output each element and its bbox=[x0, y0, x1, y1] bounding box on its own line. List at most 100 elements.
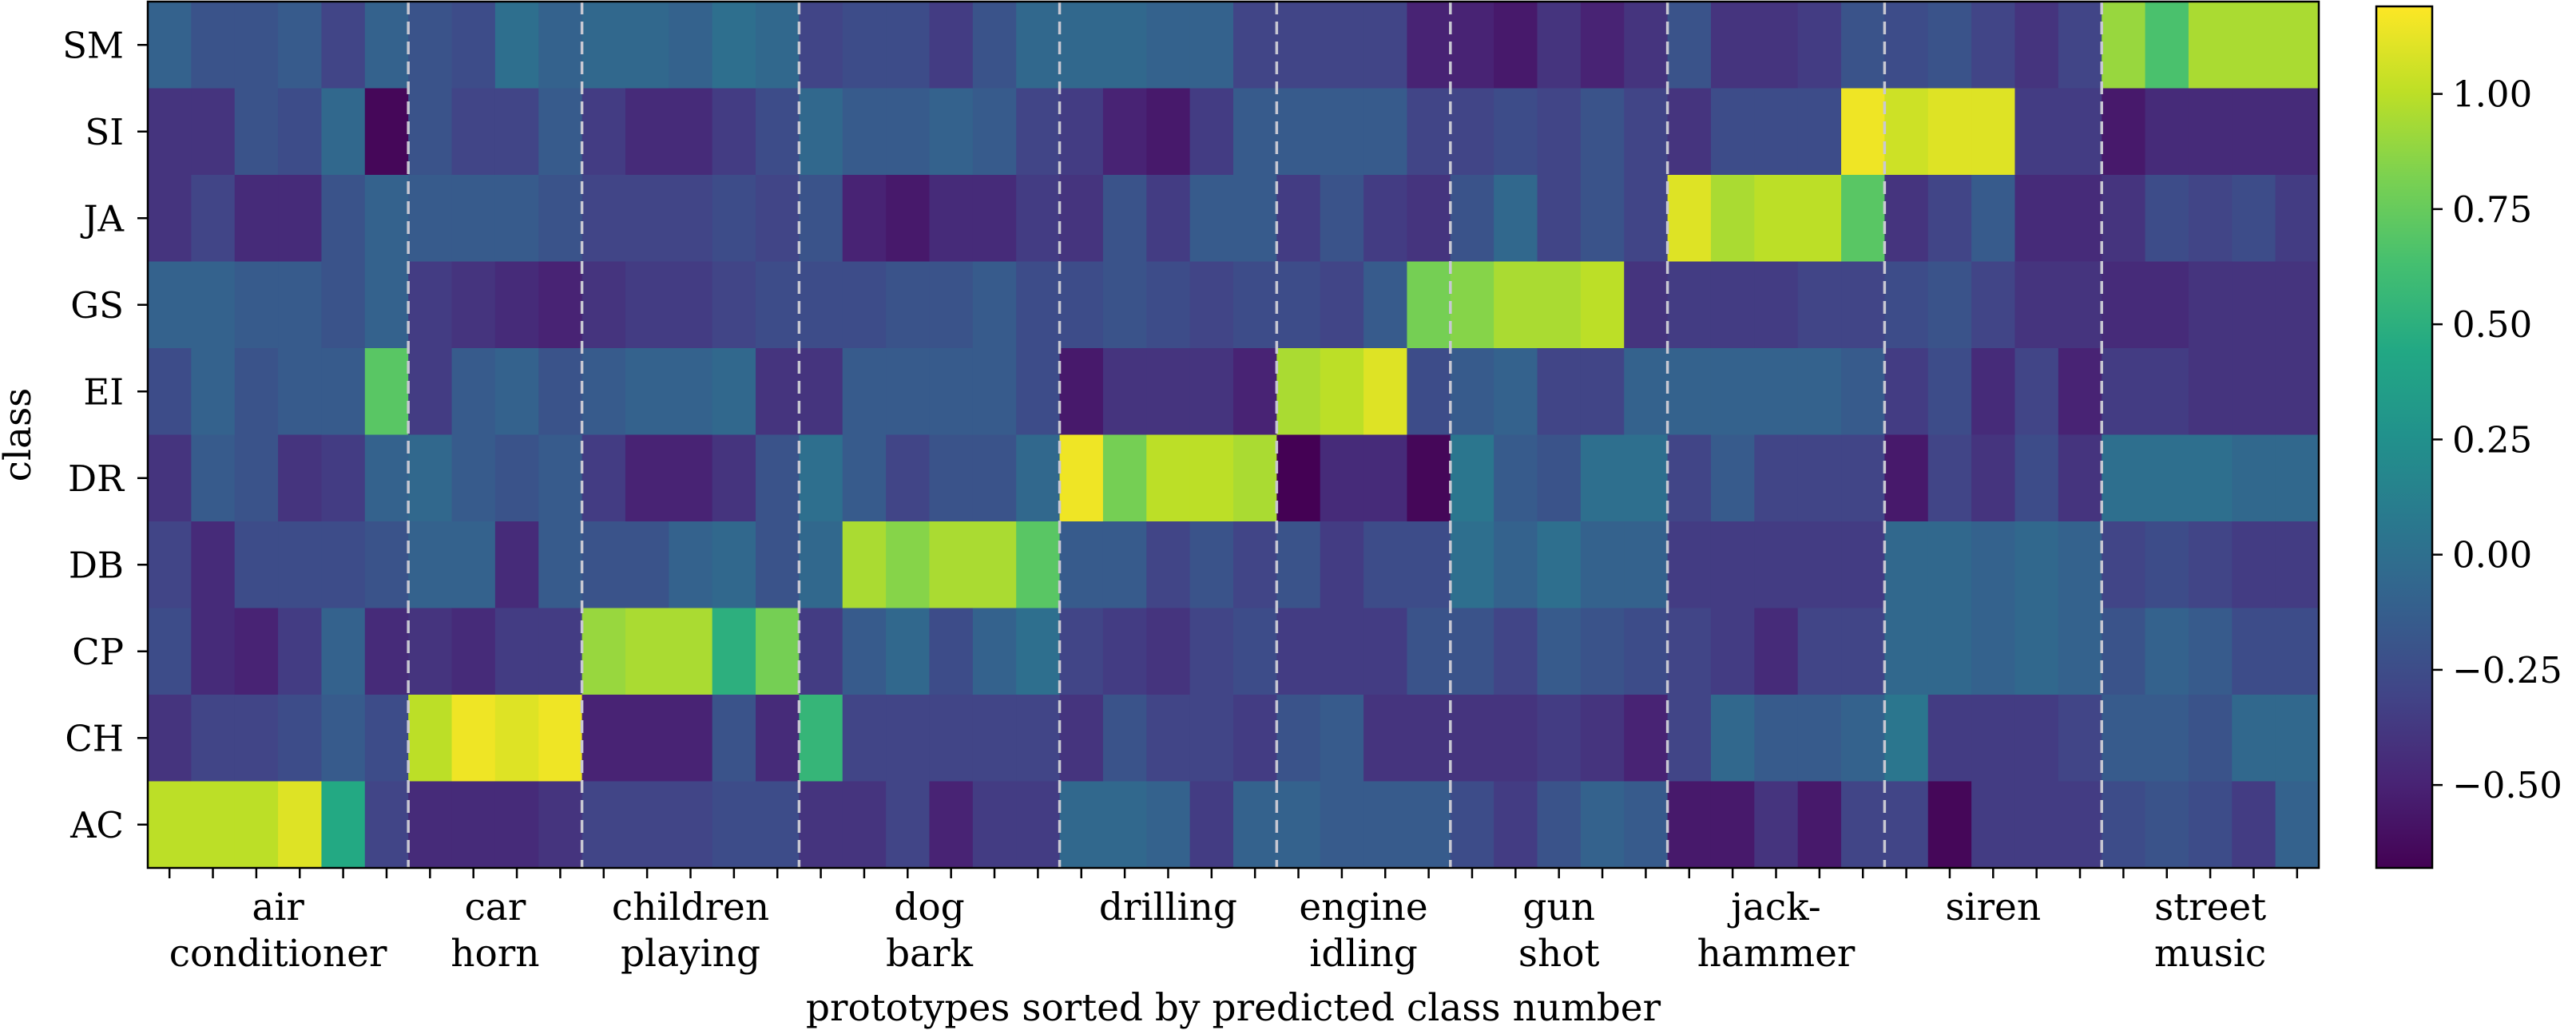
heatmap-cell bbox=[494, 695, 539, 782]
heatmap-cell bbox=[799, 781, 843, 869]
heatmap-cell bbox=[886, 261, 931, 349]
heatmap-cell bbox=[1276, 521, 1321, 609]
heatmap-cell bbox=[234, 434, 279, 522]
heatmap-cell bbox=[1450, 434, 1494, 522]
heatmap-cell bbox=[1710, 781, 1755, 869]
heatmap-cell bbox=[1537, 608, 1582, 695]
heatmap-cell bbox=[581, 608, 626, 695]
heatmap-cell bbox=[1407, 348, 1451, 436]
heatmap-cell bbox=[669, 88, 713, 176]
x-group-label: street bbox=[2154, 885, 2266, 929]
heatmap-cell bbox=[756, 261, 800, 349]
heatmap-cell bbox=[2102, 434, 2146, 522]
heatmap-cell bbox=[669, 608, 713, 695]
heatmap-cell bbox=[1276, 88, 1321, 176]
heatmap-cell bbox=[1146, 2, 1191, 89]
heatmap-cell bbox=[581, 434, 626, 522]
heatmap-cell bbox=[494, 608, 539, 695]
heatmap-cell bbox=[756, 175, 800, 263]
heatmap-cell bbox=[1841, 781, 1885, 869]
heatmap-cell bbox=[972, 521, 1017, 609]
heatmap-cell bbox=[1797, 781, 1842, 869]
heatmap-cell bbox=[1407, 261, 1451, 349]
heatmap-cell bbox=[2058, 434, 2102, 522]
heatmap-cell bbox=[972, 608, 1017, 695]
heatmap-cell bbox=[1710, 434, 1755, 522]
heatmap-cell bbox=[2014, 175, 2059, 263]
heatmap-cell bbox=[1146, 521, 1191, 609]
heatmap-cell bbox=[1363, 175, 1408, 263]
heatmap-cell bbox=[2102, 261, 2146, 349]
x-group-label: music bbox=[2154, 932, 2266, 976]
heatmap-cell bbox=[756, 608, 800, 695]
heatmap-cell bbox=[1189, 175, 1234, 263]
heatmap-cell bbox=[2232, 2, 2276, 89]
heatmap-cell bbox=[1580, 261, 1625, 349]
heatmap-cell bbox=[1016, 175, 1061, 263]
heatmap-cell bbox=[756, 695, 800, 782]
heatmap-cell bbox=[1580, 434, 1625, 522]
heatmap-cell bbox=[929, 521, 974, 609]
heatmap-cell bbox=[1407, 2, 1451, 89]
heatmap-cell bbox=[364, 521, 409, 609]
x-group-label: engine bbox=[1299, 885, 1427, 929]
heatmap-cell bbox=[799, 608, 843, 695]
heatmap-cell bbox=[2102, 88, 2146, 176]
heatmap-cell bbox=[1624, 695, 1669, 782]
heatmap-cell bbox=[1927, 695, 1972, 782]
x-group-label: dog bbox=[894, 885, 964, 929]
heatmap-cell bbox=[972, 261, 1017, 349]
heatmap-cells bbox=[148, 2, 2320, 869]
heatmap-cell bbox=[234, 88, 279, 176]
heatmap-cell bbox=[278, 521, 323, 609]
heatmap-cell bbox=[2275, 695, 2320, 782]
heatmap-cell bbox=[1971, 608, 2016, 695]
heatmap-cell bbox=[1537, 521, 1582, 609]
heatmap-cell bbox=[278, 261, 323, 349]
heatmap-cell bbox=[886, 781, 931, 869]
heatmap-cell bbox=[1059, 175, 1104, 263]
heatmap-cell bbox=[191, 88, 236, 176]
heatmap-cell bbox=[1276, 781, 1321, 869]
heatmap-cell bbox=[494, 261, 539, 349]
heatmap-cell bbox=[2232, 348, 2276, 436]
heatmap-cell bbox=[1624, 434, 1669, 522]
heatmap-cell bbox=[2145, 781, 2189, 869]
heatmap-cell bbox=[278, 88, 323, 176]
heatmap-cell bbox=[712, 695, 756, 782]
heatmap-cell bbox=[1624, 781, 1669, 869]
heatmap-cell bbox=[2145, 88, 2189, 176]
heatmap-cell bbox=[1580, 695, 1625, 782]
heatmap-cell bbox=[842, 521, 887, 609]
heatmap-cell bbox=[1754, 608, 1799, 695]
heatmap-cell bbox=[278, 695, 323, 782]
heatmap-cell bbox=[1102, 434, 1147, 522]
heatmap-cell bbox=[2188, 434, 2233, 522]
heatmap-cell bbox=[1363, 2, 1408, 89]
heatmap-cell bbox=[1320, 781, 1364, 869]
heatmap-cell bbox=[1884, 434, 1929, 522]
colorbar: 1.00 0.75 0.50 0.25 0.00 −0.25 −0.50 bbox=[2375, 5, 2562, 870]
heatmap-cell bbox=[1320, 261, 1364, 349]
heatmap-cell bbox=[2275, 608, 2320, 695]
heatmap-cell bbox=[2058, 261, 2102, 349]
x-group-label: jack- bbox=[1727, 885, 1820, 929]
heatmap-cell bbox=[1276, 695, 1321, 782]
heatmap-cell bbox=[2014, 348, 2059, 436]
heatmap-cell bbox=[1537, 175, 1582, 263]
heatmap-cell bbox=[1233, 434, 1277, 522]
heatmap-cell bbox=[191, 781, 236, 869]
heatmap-cell bbox=[712, 2, 756, 89]
heatmap-cell bbox=[1320, 695, 1364, 782]
x-group-label: air bbox=[252, 885, 304, 929]
x-group-label: hammer bbox=[1697, 932, 1856, 976]
heatmap-cell bbox=[1797, 695, 1842, 782]
heatmap-cell bbox=[2188, 781, 2233, 869]
heatmap-cell bbox=[364, 88, 409, 176]
heatmap-cell bbox=[1710, 521, 1755, 609]
heatmap-cell bbox=[2058, 88, 2102, 176]
heatmap-cell bbox=[1971, 781, 2016, 869]
heatmap-cell bbox=[1841, 434, 1885, 522]
heatmap-cell bbox=[364, 2, 409, 89]
heatmap-cell bbox=[2232, 434, 2276, 522]
